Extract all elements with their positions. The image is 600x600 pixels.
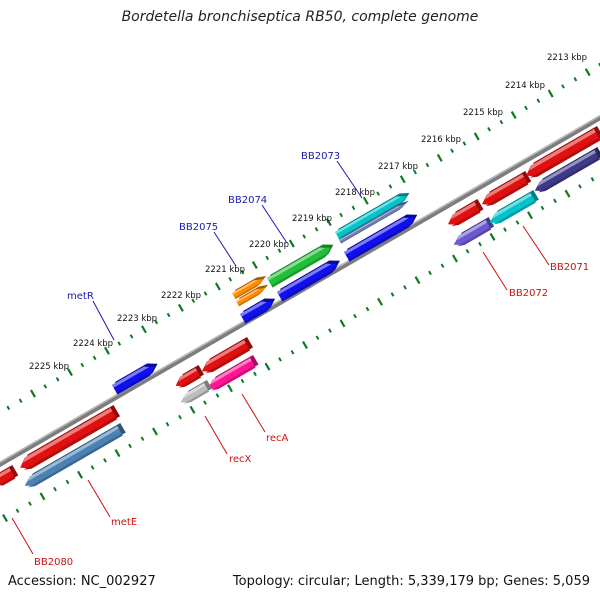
leader-bb2073 [336, 160, 363, 199]
gene-bb2072-red[interactable] [448, 198, 484, 227]
gene-metr[interactable] [112, 363, 158, 395]
leader-recx [204, 415, 228, 455]
leader-metr [92, 300, 115, 341]
tick-label: 2217 kbp [378, 162, 418, 172]
tick-label: 2224 kbp [73, 339, 113, 349]
gene-labels: BB2073 BB2074 BB2075 metR BB2071 BB2072 … [11, 151, 589, 568]
gene-reca[interactable] [207, 354, 259, 391]
tick-label: 2216 kbp [421, 135, 461, 145]
tick-label: 2221 kbp [205, 265, 245, 275]
tick-label: 2215 kbp [463, 108, 503, 118]
leader-mete [87, 479, 111, 518]
gene-cyan-reverse[interactable] [489, 189, 539, 225]
tick-label: 2214 kbp [505, 81, 545, 91]
gene-label-bb2080[interactable]: BB2080 [34, 557, 73, 568]
gene-navy-reverse[interactable] [534, 146, 600, 193]
tick-label: 2225 kbp [29, 362, 69, 372]
tick-label: 2222 kbp [161, 291, 201, 301]
map-title: Bordetella bronchiseptica RB50, complete… [121, 9, 479, 25]
accession-text: Accession: NC_002927 [8, 574, 156, 589]
leader-bb2072 [482, 251, 508, 291]
gene-label-bb2073[interactable]: BB2073 [301, 151, 340, 162]
scale-rails [2, 62, 600, 523]
tick-label: 2219 kbp [292, 214, 332, 224]
leader-reca [241, 393, 266, 433]
gene-label-bb2071[interactable]: BB2071 [550, 262, 589, 273]
gene-bb2071-red[interactable] [482, 170, 532, 207]
gene-mete[interactable] [24, 422, 126, 488]
gene-label-metr[interactable]: metR [67, 291, 94, 302]
gene-red-reca-left[interactable] [175, 364, 205, 388]
tick-labels: 2213 kbp 2214 kbp 2215 kbp 2216 kbp 2217 kbp… [29, 53, 587, 372]
leader-bb2071 [522, 225, 550, 266]
gene-label-bb2072[interactable]: BB2072 [509, 288, 548, 299]
leader-bb2080 [11, 517, 34, 555]
gene-bb2071[interactable] [526, 125, 600, 178]
tick-label: 2218 kbp [335, 188, 375, 198]
gene-label-reca[interactable]: recA [266, 433, 289, 444]
leader-bb2074 [261, 204, 288, 244]
gene-mete-red[interactable] [20, 404, 121, 470]
gene-bb2072[interactable] [453, 216, 495, 247]
gene-blue-forward-3[interactable] [240, 298, 276, 324]
gene-label-recx[interactable]: recX [229, 454, 252, 465]
tick-label: 2213 kbp [547, 53, 587, 63]
scale-rail-upper [6, 62, 600, 411]
tick-label: 2220 kbp [249, 240, 289, 250]
gene-bb2075[interactable] [236, 284, 269, 307]
gene-bb2080[interactable] [0, 464, 19, 486]
gene-reca-red[interactable] [202, 336, 254, 374]
gene-bb2075-green[interactable] [232, 276, 267, 300]
gene-label-mete[interactable]: metE [111, 517, 137, 528]
gene-label-bb2074[interactable]: BB2074 [228, 195, 267, 206]
leader-bb2075 [213, 231, 237, 267]
gene-bb2073-stripe[interactable] [339, 200, 409, 244]
gene-blue-forward-2[interactable] [277, 260, 340, 302]
topology-summary: Topology: circular; Length: 5,339,179 bp… [232, 574, 590, 589]
gene-blue-forward-1[interactable] [344, 214, 418, 262]
scale-rail-lower [2, 176, 595, 523]
gene-bb2074[interactable] [267, 244, 334, 288]
gene-recx[interactable] [180, 379, 212, 404]
tick-label: 2223 kbp [117, 314, 157, 324]
gene-label-bb2075[interactable]: BB2075 [179, 222, 218, 233]
gene-features [0, 125, 600, 488]
